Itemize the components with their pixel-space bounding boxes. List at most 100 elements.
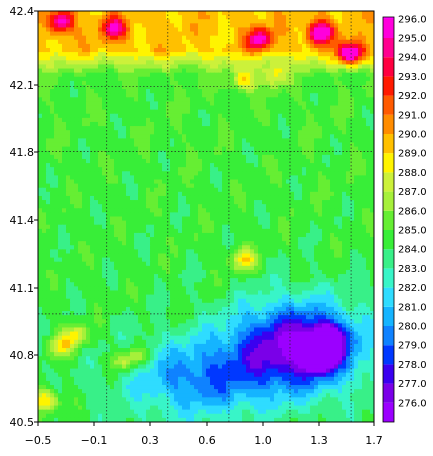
heatmap-cell xyxy=(230,167,235,172)
heatmap-cell xyxy=(246,167,251,172)
heatmap-cell xyxy=(162,72,167,78)
heatmap-cell xyxy=(158,253,163,259)
heatmap-cell xyxy=(330,134,335,140)
heatmap-cell xyxy=(74,11,79,16)
heatmap-cell xyxy=(190,64,195,70)
heatmap-cell xyxy=(50,76,55,82)
heatmap-cell xyxy=(294,84,299,90)
heatmap-cell xyxy=(42,121,47,127)
heatmap-cell xyxy=(106,228,111,234)
heatmap-cell xyxy=(338,220,343,226)
heatmap-cell xyxy=(146,60,151,66)
heatmap-cell xyxy=(206,237,211,242)
heatmap-cell xyxy=(274,52,279,57)
heatmap-cell xyxy=(186,89,191,94)
heatmap-cell xyxy=(298,31,303,37)
heatmap-cell xyxy=(42,237,47,242)
heatmap-cell xyxy=(142,31,147,37)
heatmap-cell xyxy=(322,56,327,61)
heatmap-cell xyxy=(130,158,135,164)
heatmap-cell xyxy=(222,154,227,160)
heatmap-cell xyxy=(326,60,331,66)
heatmap-cell xyxy=(62,101,67,107)
heatmap-cell xyxy=(190,109,195,115)
heatmap-cell xyxy=(342,241,347,246)
heatmap-cell xyxy=(106,15,111,20)
heatmap-cell xyxy=(58,35,63,41)
heatmap-cell xyxy=(298,195,303,201)
heatmap-cell xyxy=(154,220,159,226)
heatmap-cell xyxy=(334,39,339,45)
heatmap-cell xyxy=(78,154,83,160)
heatmap-cell xyxy=(250,154,255,160)
heatmap-cell xyxy=(214,183,219,189)
heatmap-cell xyxy=(182,76,187,82)
heatmap-cell xyxy=(174,179,179,185)
heatmap-cell xyxy=(370,84,374,90)
heatmap-cell xyxy=(66,171,71,176)
heatmap-cell xyxy=(318,72,323,78)
heatmap-cell xyxy=(226,167,231,172)
heatmap-cell xyxy=(74,175,79,181)
heatmap-cell xyxy=(158,167,163,172)
heatmap-cell xyxy=(250,15,255,20)
heatmap-cell xyxy=(274,200,279,205)
heatmap-cell xyxy=(98,232,103,238)
heatmap-cell xyxy=(54,134,59,140)
heatmap-cell xyxy=(350,97,355,103)
heatmap-cell xyxy=(222,146,227,152)
heatmap-cell xyxy=(310,64,315,70)
heatmap-cell xyxy=(90,200,95,205)
heatmap-cell xyxy=(258,158,263,164)
heatmap-cell xyxy=(142,47,147,53)
heatmap-cell xyxy=(158,117,163,123)
heatmap-cell xyxy=(142,179,147,185)
heatmap-cell xyxy=(362,220,367,226)
heatmap-cell xyxy=(330,232,335,238)
heatmap-cell xyxy=(270,72,275,78)
heatmap-cell xyxy=(246,56,251,61)
heatmap-cell xyxy=(38,27,43,33)
heatmap-cell xyxy=(46,23,51,29)
heatmap-cell xyxy=(294,204,299,209)
heatmap-cell xyxy=(174,163,179,168)
heatmap-cell xyxy=(162,109,167,115)
heatmap-cell xyxy=(122,35,127,41)
heatmap-cell xyxy=(250,27,255,33)
heatmap-cell xyxy=(186,158,191,164)
heatmap-cell xyxy=(318,150,323,156)
heatmap-cell xyxy=(186,171,191,176)
heatmap-cell xyxy=(90,11,95,16)
heatmap-cell xyxy=(310,11,315,16)
heatmap-cell xyxy=(54,19,59,24)
heatmap-cell xyxy=(54,117,59,123)
heatmap-cell xyxy=(258,187,263,193)
heatmap-cell xyxy=(58,52,63,57)
heatmap-cell xyxy=(254,19,259,24)
heatmap-cell xyxy=(246,39,251,45)
heatmap-cell xyxy=(122,187,127,193)
heatmap-cell xyxy=(238,150,243,156)
heatmap-cell xyxy=(334,212,339,218)
heatmap-cell xyxy=(318,56,323,61)
heatmap-cell xyxy=(334,56,339,61)
heatmap-cell xyxy=(58,72,63,78)
heatmap-cell xyxy=(218,121,223,127)
heatmap-cell xyxy=(86,43,91,49)
heatmap-cell xyxy=(346,241,351,246)
heatmap-cell xyxy=(330,76,335,82)
heatmap-cell xyxy=(226,146,231,152)
heatmap-cell xyxy=(138,245,143,250)
heatmap-cell xyxy=(110,200,115,205)
heatmap-cell xyxy=(294,237,299,242)
heatmap-cell xyxy=(66,191,71,197)
heatmap-cell xyxy=(190,117,195,123)
heatmap-cell xyxy=(126,167,131,172)
heatmap-cell xyxy=(94,27,99,33)
heatmap-cell xyxy=(286,167,291,172)
heatmap-cell xyxy=(170,228,175,234)
heatmap-cell xyxy=(122,52,127,57)
heatmap-cell xyxy=(278,130,283,135)
heatmap-cell xyxy=(118,245,123,250)
heatmap-cell xyxy=(226,101,231,107)
